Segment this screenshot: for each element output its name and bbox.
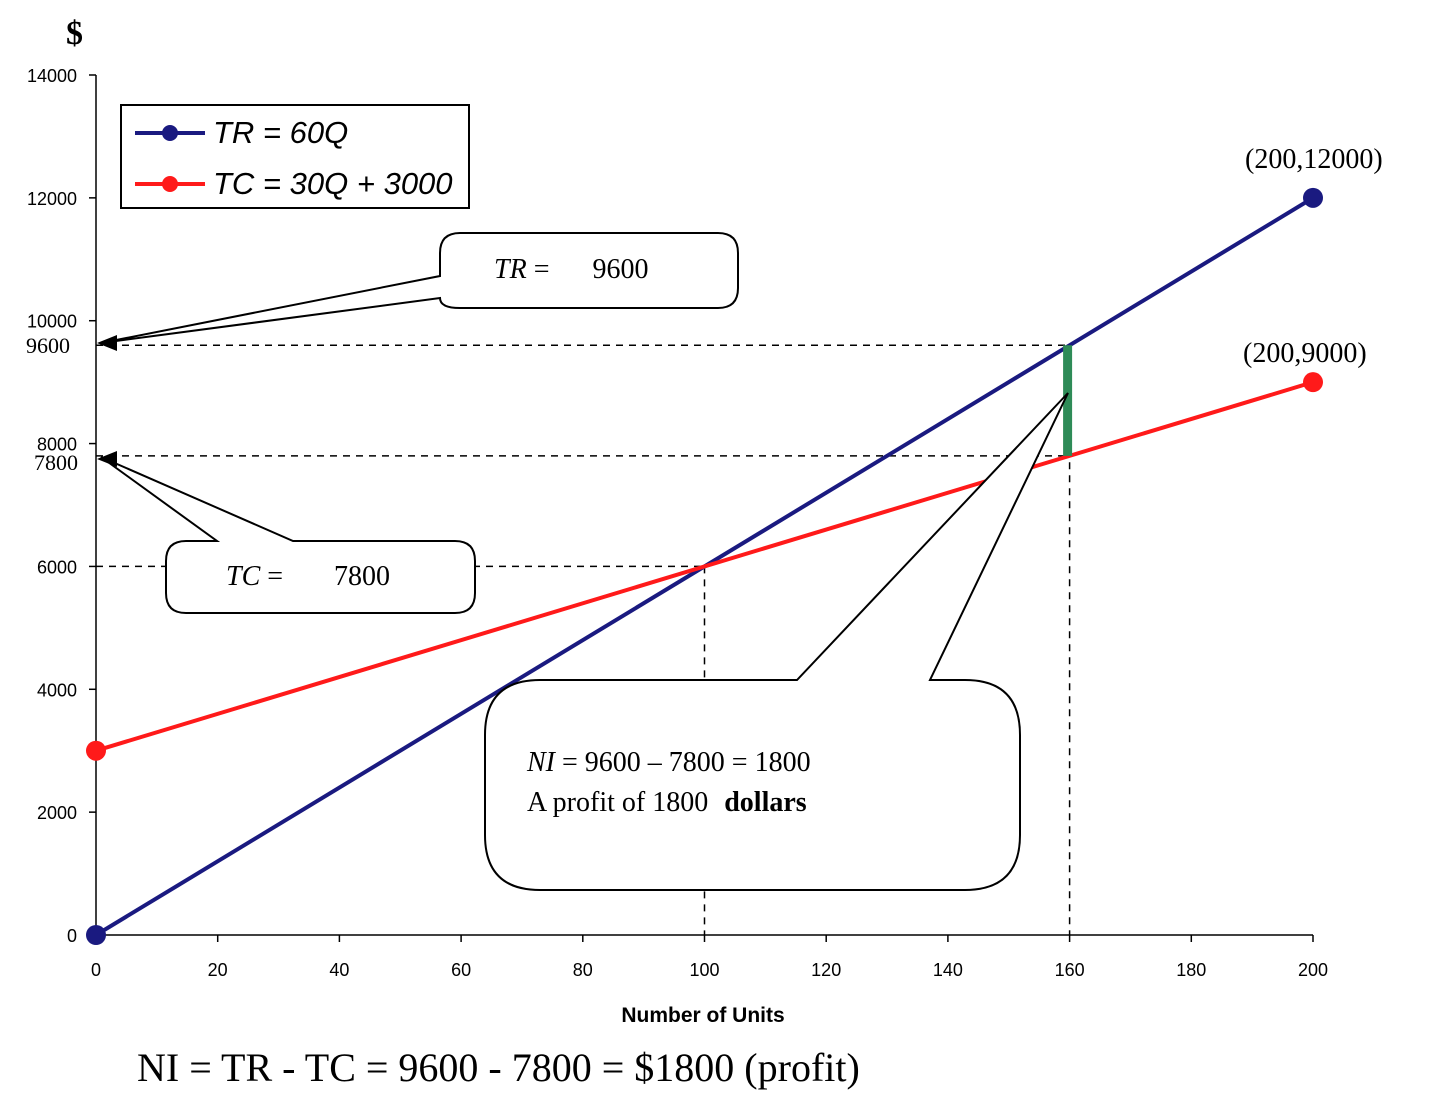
tc-point [1303,372,1323,393]
callout-tc: TC = 7800 [97,451,476,614]
y-tick-label: 0 [67,926,77,946]
y-mark-9600: 9600 [26,333,70,358]
legend-marker-tr [162,125,178,141]
x-tick-label: 200 [1298,960,1328,980]
legend: TR = 60Q TC = 30Q + 3000 [120,104,470,209]
legend-entry-tr: TR = 60Q [213,115,348,150]
x-tick-label: 120 [811,960,841,980]
x-tick-label: 40 [329,960,349,980]
callout-tc-text: TC = 7800 [226,561,390,592]
callout-ni: NI = 9600 – 7800 = 1800 A profit of 1800… [484,392,1069,891]
y-tick-label: 6000 [37,557,77,577]
x-tick-label: 140 [933,960,963,980]
tr-point [1303,187,1323,208]
tr-point [86,925,106,945]
series-group [86,187,1323,945]
legend-entry-tc: TC = 30Q + 3000 [213,166,453,201]
x-tick-label: 0 [91,960,101,980]
axes: 0 2000 4000 6000 8000 10000 12000 14000 0 20 40 60 8… [27,66,1328,980]
legend-box [120,104,470,209]
y-tick-label: 12000 [27,189,77,209]
x-tick-label: 80 [573,960,593,980]
x-tick-label: 100 [689,960,719,980]
legend-marker-tc [162,176,178,192]
y-tick-label: 14000 [27,66,77,86]
y-tick-label: 2000 [37,803,77,823]
y-axis-label: $ [66,15,83,52]
y-tick-label: 4000 [37,680,77,700]
x-tick-label: 60 [451,960,471,980]
y-mark-7800: 7800 [34,450,78,475]
point-label-tc-end: (200,9000) [1243,338,1367,369]
x-tick-label: 160 [1055,960,1085,980]
tc-point [86,740,106,761]
callout-ni-bubble [484,392,1069,891]
x-axis-label: Number of Units [621,1004,784,1027]
callout-ni-line1: NI = 9600 – 7800 = 1800 [526,747,811,778]
tc-line [95,380,1314,753]
footer-equation: NI = TR - TC = 9600 - 7800 = $1800 (prof… [137,1045,860,1090]
callout-tr: TR = 9600 [97,232,739,351]
y-tick-label: 10000 [27,312,77,332]
arrow-head-9600 [97,335,117,351]
callout-tr-text: TR = 9600 [494,254,648,285]
callout-tr-bubble [100,232,739,344]
y-tick-label: 8000 [37,435,77,455]
point-label-tr-end: (200,12000) [1245,144,1383,175]
callout-ni-line2: A profit of 1800 dollars [527,787,807,818]
x-tick-label: 20 [208,960,228,980]
arrow-head-7800 [97,451,117,467]
callout-tc-bubble [100,456,476,614]
x-tick-label: 180 [1176,960,1206,980]
